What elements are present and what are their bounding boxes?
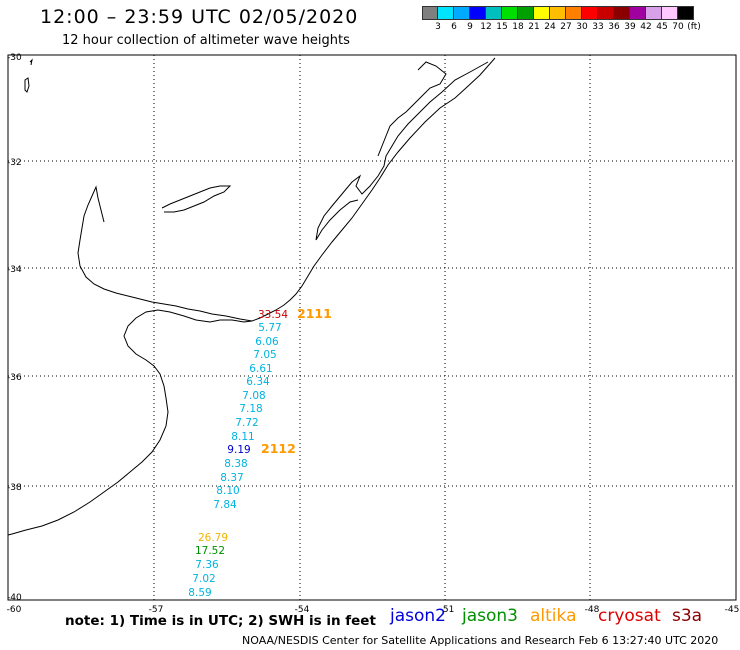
lon-label: -57	[149, 605, 164, 615]
color-scale-swatch	[582, 6, 598, 20]
color-scale-label: 9	[467, 22, 473, 32]
color-scale-swatch	[422, 6, 438, 20]
units-note: note: 1) Time is in UTC; 2) SWH is in fe…	[65, 613, 376, 629]
color-scale-label: 12	[480, 22, 492, 32]
lat-label: -40	[7, 593, 22, 603]
color-scale-label: 15	[496, 22, 508, 32]
color-scale-label: 27	[560, 22, 572, 32]
color-scale-label: 33	[592, 22, 604, 32]
swh-observation: 7.72	[235, 417, 258, 429]
color-scale-swatch	[470, 6, 486, 20]
legend-cryosat: cryosat	[598, 606, 661, 626]
legend-altika: altika	[530, 606, 577, 626]
swh-observation: 5.77	[258, 322, 281, 334]
swh-observation: 7.02	[192, 573, 215, 585]
color-scale-label: 21	[528, 22, 540, 32]
map-title: 12:00 – 23:59 UTC 02/05/2020	[40, 6, 359, 28]
swh-observation: 8.37	[220, 472, 243, 484]
lat-label: -38	[7, 483, 22, 493]
swh-observation: 7.36	[195, 559, 219, 571]
lat-label: -30	[7, 53, 22, 63]
swh-observation: 17.52	[195, 545, 225, 557]
legend-s3a: s3a	[672, 606, 703, 626]
swh-observation: 33.54	[258, 309, 288, 321]
color-scale-swatch	[598, 6, 614, 20]
color-scale-swatch	[678, 6, 694, 20]
pass-time-label: 2112	[261, 441, 296, 456]
color-scale-swatch	[438, 6, 454, 20]
color-scale-swatch	[566, 6, 582, 20]
color-scale-label: 36	[608, 22, 620, 32]
lagoon-outline	[315, 61, 489, 241]
swh-observation: 7.08	[242, 390, 265, 402]
color-scale-swatch	[518, 6, 534, 20]
swh-observation: 9.19	[227, 444, 250, 456]
map-frame	[7, 54, 737, 601]
lat-label: -32	[7, 158, 22, 168]
coastline-uruguay-brazil	[77, 57, 496, 322]
lon-label: -54	[295, 605, 310, 615]
lon-label: -60	[7, 605, 22, 615]
color-scale-label: 6	[451, 22, 457, 32]
coast-tick	[29, 58, 33, 66]
coastline-argentina	[7, 309, 253, 536]
swh-observation: 7.05	[253, 349, 276, 361]
color-scale-swatch	[454, 6, 470, 20]
graticule	[8, 55, 736, 600]
lake-outline	[24, 77, 30, 93]
color-scale-label: 39	[624, 22, 636, 32]
credit-footer: NOAA/NESDIS Center for Satellite Applica…	[242, 634, 719, 647]
color-scale-swatch	[614, 6, 630, 20]
color-scale-label: (ft)	[687, 22, 701, 32]
swh-observation: 8.38	[224, 458, 247, 470]
lon-label: -51	[440, 605, 455, 615]
swh-observation: 6.06	[255, 336, 279, 348]
swh-observation: 26.79	[198, 532, 228, 544]
color-scale-label: 24	[544, 22, 556, 32]
color-scale-swatch	[630, 6, 646, 20]
swh-observation: 8.59	[188, 587, 211, 599]
color-scale-label: 3	[435, 22, 441, 32]
river-parana	[161, 185, 232, 213]
lon-label: -45	[725, 605, 740, 615]
pass-time-labels: 2111 2112	[261, 306, 332, 456]
color-scale-swatch	[502, 6, 518, 20]
color-scale-swatch	[550, 6, 566, 20]
color-scale-swatch	[646, 6, 662, 20]
lat-label: -34	[7, 265, 22, 275]
swh-observation: 7.84	[213, 499, 237, 511]
swh-observation: 8.11	[231, 431, 254, 443]
color-scale-label: 30	[576, 22, 588, 32]
lagoon-outline-north	[377, 61, 447, 157]
color-scale-label: 70	[672, 22, 684, 32]
legend-jason2: jason2	[390, 606, 446, 626]
map-subtitle: 12 hour collection of altimeter wave hei…	[62, 33, 350, 48]
pass-time-label: 2111	[297, 306, 332, 321]
legend-jason3: jason3	[462, 606, 518, 626]
swh-observation: 8.10	[216, 485, 239, 497]
observation-labels: 33.54 5.77 6.06 7.05 6.61 6.34 7.08 7.18…	[188, 309, 288, 599]
swh-observation: 7.18	[239, 403, 262, 415]
color-scale-swatch	[534, 6, 550, 20]
color-scale-label: 42	[640, 22, 652, 32]
color-scale-label: 18	[512, 22, 524, 32]
lat-label: -36	[7, 373, 22, 383]
color-scale-label: 45	[656, 22, 668, 32]
swh-observation: 6.61	[249, 363, 272, 375]
color-scale-swatch	[662, 6, 678, 20]
color-scale-swatch	[486, 6, 502, 20]
wave-height-color-scale	[422, 6, 694, 20]
lon-label: -48	[585, 605, 600, 615]
swh-observation: 6.34	[246, 376, 270, 388]
